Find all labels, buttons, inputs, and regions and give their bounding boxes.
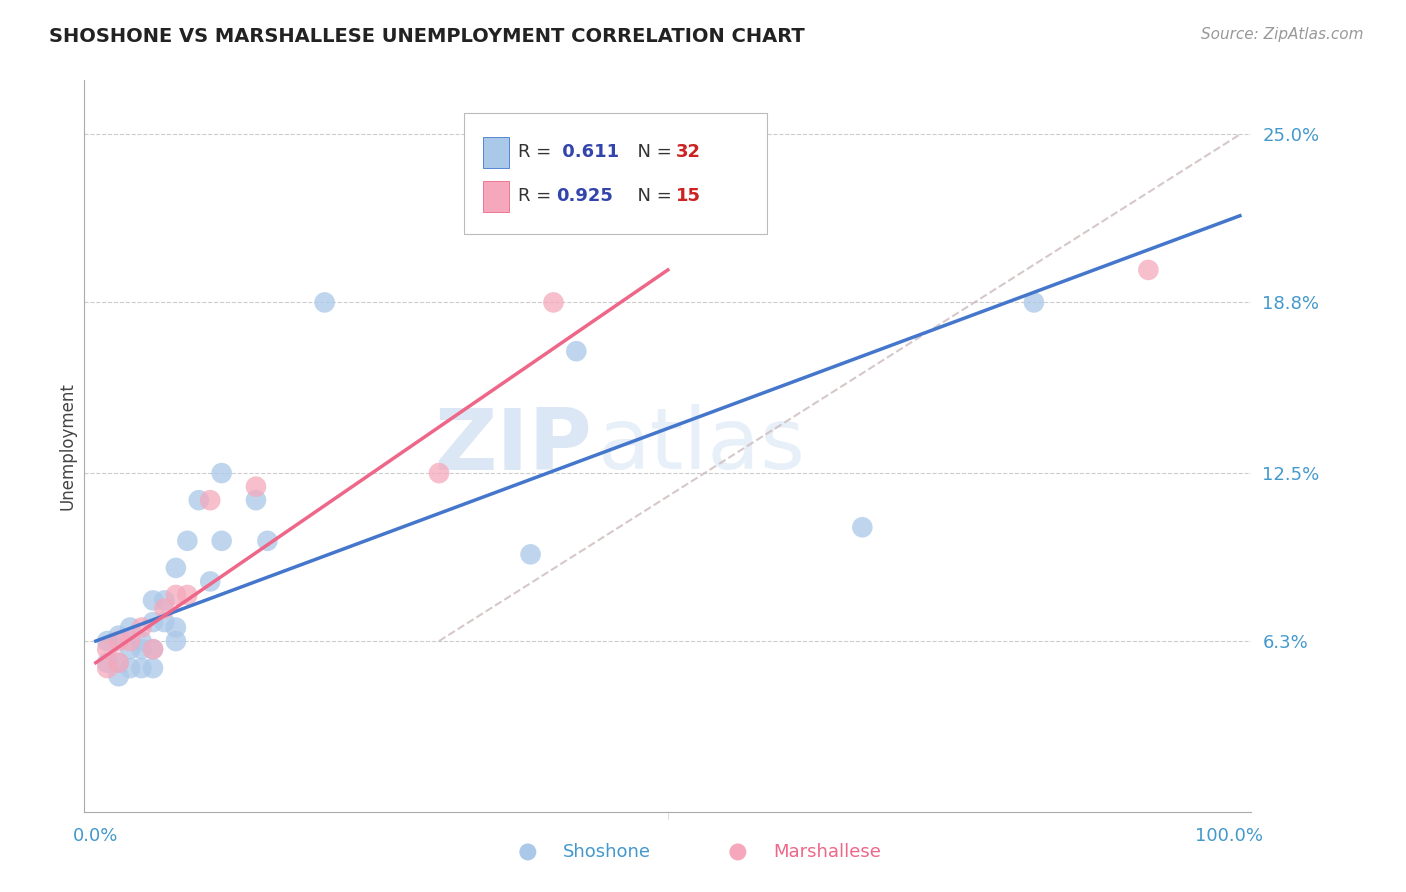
Point (120, 634, 142, 648)
Point (142, 661, 165, 675)
Point (131, 620, 153, 634)
Point (176, 588, 198, 602)
Point (107, 656, 129, 670)
Point (142, 642, 165, 657)
Y-axis label: Unemployment: Unemployment (58, 382, 76, 510)
Point (519, 547, 541, 561)
Text: atlas: atlas (598, 404, 806, 488)
FancyBboxPatch shape (484, 181, 509, 212)
Text: 100.0%: 100.0% (1195, 827, 1263, 845)
Point (245, 493, 267, 508)
Point (120, 661, 142, 675)
Point (131, 642, 153, 657)
Point (256, 533, 278, 548)
Point (153, 593, 176, 607)
Point (142, 593, 165, 607)
Text: 0.0%: 0.0% (73, 827, 118, 845)
Point (200, 574, 222, 589)
Text: SHOSHONE VS MARSHALLESE UNEMPLOYMENT CORRELATION CHART: SHOSHONE VS MARSHALLESE UNEMPLOYMENT COR… (49, 27, 806, 45)
Point (565, 344, 588, 359)
Point (165, 561, 187, 575)
Point (131, 661, 153, 675)
Point (96, 661, 118, 675)
Point (851, 520, 873, 534)
Text: 15: 15 (676, 186, 702, 205)
Point (142, 642, 165, 657)
Point (96, 634, 118, 648)
Point (1022, 295, 1045, 310)
Point (176, 533, 198, 548)
Text: N =: N = (626, 143, 678, 161)
Point (245, 480, 267, 494)
Point (120, 620, 142, 634)
Point (107, 634, 129, 648)
Point (165, 588, 187, 602)
Text: 0.925: 0.925 (555, 186, 613, 205)
Point (107, 669, 129, 683)
Point (107, 629, 129, 643)
Point (153, 615, 176, 629)
Text: R =: R = (519, 143, 557, 161)
Point (427, 466, 450, 480)
Point (165, 620, 187, 634)
Point (142, 615, 165, 629)
Point (211, 533, 233, 548)
Text: Shoshone: Shoshone (562, 843, 651, 861)
Point (1137, 263, 1160, 277)
Point (211, 466, 233, 480)
FancyBboxPatch shape (484, 137, 509, 168)
Point (96, 656, 118, 670)
Point (96, 642, 118, 657)
Text: R =: R = (519, 186, 557, 205)
Text: ZIP: ZIP (434, 404, 592, 488)
Text: Source: ZipAtlas.com: Source: ZipAtlas.com (1201, 27, 1364, 42)
Point (120, 642, 142, 657)
FancyBboxPatch shape (464, 113, 768, 234)
Point (314, 295, 336, 310)
Point (131, 634, 153, 648)
Text: 32: 32 (676, 143, 702, 161)
Point (165, 634, 187, 648)
Text: 0.611: 0.611 (555, 143, 619, 161)
Point (153, 601, 176, 615)
Text: Marshallese: Marshallese (773, 843, 880, 861)
Point (200, 493, 222, 508)
Point (543, 295, 565, 310)
Point (187, 493, 209, 508)
Text: N =: N = (626, 186, 678, 205)
Point (107, 656, 129, 670)
